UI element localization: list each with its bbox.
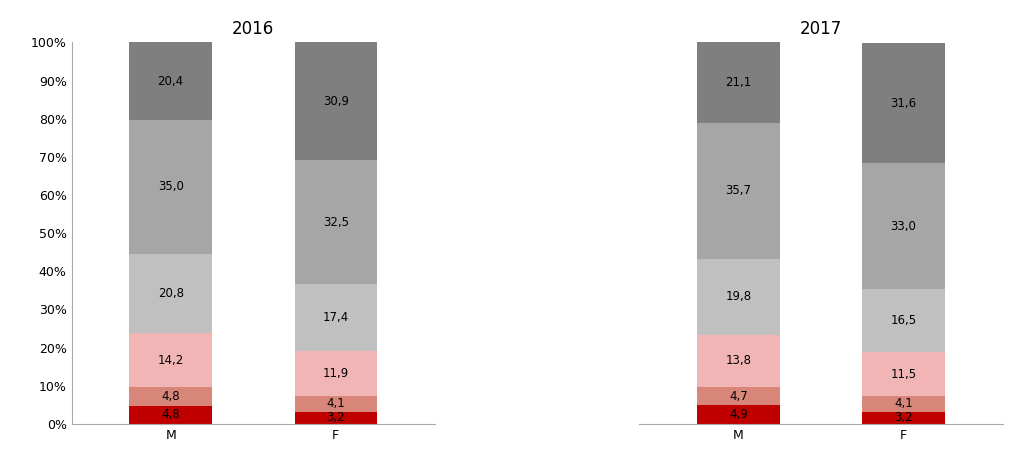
Text: 33,0: 33,0 [891,220,917,233]
Text: 35,0: 35,0 [158,180,183,194]
Text: 20,4: 20,4 [158,75,184,88]
Bar [129,406,212,424]
Text: 4,8: 4,8 [162,390,180,403]
Bar [862,163,945,289]
Bar [862,412,945,424]
Bar [295,284,377,350]
Text: 3,2: 3,2 [894,411,913,424]
Text: 4,8: 4,8 [162,408,180,421]
Legend: 80 e più, 70-79, 65-69, 55-64, 40-54, 0-39: 80 e più, 70-79, 65-69, 55-64, 40-54, 0-… [447,177,521,289]
Bar [295,160,377,284]
Bar [862,396,945,412]
Text: 14,2: 14,2 [158,354,184,367]
Text: 4,1: 4,1 [894,398,913,410]
Title: 2016: 2016 [232,20,274,38]
Text: 11,5: 11,5 [890,367,917,381]
Bar [295,396,377,412]
Bar [697,259,780,334]
Text: 11,9: 11,9 [322,367,349,380]
Text: 20,8: 20,8 [158,287,184,300]
Text: 16,5: 16,5 [890,314,917,327]
Bar [129,42,212,120]
Text: 30,9: 30,9 [323,95,349,108]
Bar [295,350,377,396]
Bar [862,43,945,163]
Text: 4,9: 4,9 [729,408,748,421]
Bar [697,123,780,259]
Bar [129,333,212,387]
Bar [697,334,780,387]
Text: 3,2: 3,2 [326,411,345,424]
Bar [862,352,945,396]
Bar [129,120,212,254]
Text: 4,7: 4,7 [729,390,748,403]
Text: 13,8: 13,8 [725,355,751,367]
Bar [697,42,780,123]
Title: 2017: 2017 [800,20,842,38]
Text: 4,1: 4,1 [326,398,345,410]
Text: 35,7: 35,7 [725,185,751,197]
Bar [697,405,780,424]
Bar [295,42,377,160]
Text: 19,8: 19,8 [725,290,752,303]
Bar [862,289,945,352]
Bar [129,387,212,406]
Text: 32,5: 32,5 [323,216,349,229]
Text: 17,4: 17,4 [322,311,349,324]
Text: 31,6: 31,6 [890,97,917,110]
Text: 21,1: 21,1 [725,76,752,89]
Bar [697,387,780,405]
Bar [295,412,377,424]
Bar [129,254,212,333]
